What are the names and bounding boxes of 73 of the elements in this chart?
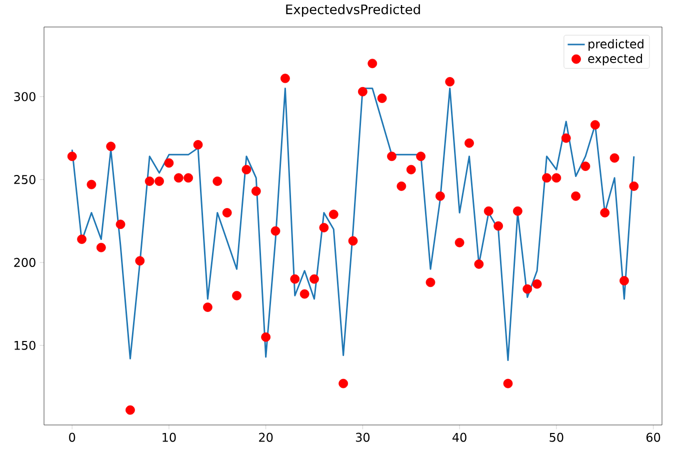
- point: [629, 181, 639, 191]
- x-tick-label: 20: [259, 432, 273, 442]
- point: [116, 220, 126, 230]
- point: [106, 142, 116, 152]
- point: [542, 173, 552, 183]
- point: [387, 152, 396, 162]
- point: [561, 133, 571, 143]
- point: [348, 236, 358, 246]
- point: [494, 221, 503, 231]
- point: [319, 222, 329, 232]
- point: [67, 152, 77, 162]
- point: [512, 206, 522, 216]
- x-tick-label: 50: [550, 432, 564, 442]
- legend-label: expected: [588, 54, 642, 66]
- point: [203, 302, 212, 312]
- point: [300, 289, 310, 299]
- point: [290, 274, 300, 284]
- point: [358, 86, 368, 96]
- point: [222, 208, 232, 218]
- x-tick-label: 10: [162, 432, 176, 442]
- point: [270, 226, 280, 236]
- y-tick-label: 150: [14, 340, 36, 350]
- point: [368, 58, 378, 68]
- point: [474, 259, 484, 269]
- y-tick-label: 300: [14, 92, 36, 102]
- point: [261, 332, 271, 342]
- point: [484, 206, 494, 216]
- point: [96, 242, 106, 252]
- point: [184, 173, 194, 183]
- point: [532, 279, 542, 289]
- point: [338, 378, 348, 388]
- point: [86, 180, 96, 190]
- x-tick-label: 30: [356, 432, 370, 442]
- point: [620, 276, 629, 286]
- point: [426, 278, 436, 288]
- point: [590, 120, 600, 130]
- point: [464, 138, 474, 148]
- point: [503, 378, 513, 388]
- point: [144, 176, 154, 186]
- point: [242, 164, 252, 174]
- y-tick-label: 200: [14, 258, 36, 268]
- point: [435, 191, 445, 201]
- point: [164, 158, 174, 168]
- point: [212, 176, 222, 186]
- point: [193, 140, 203, 150]
- point: [232, 290, 242, 300]
- x-tick-label: 60: [646, 432, 660, 442]
- chart-title: ExpectedvsPredicted: [286, 4, 420, 17]
- point: [552, 173, 562, 183]
- point: [310, 274, 319, 284]
- x-tick-label: 40: [452, 432, 466, 442]
- point: [454, 238, 464, 248]
- y-tick-label: 250: [14, 175, 36, 184]
- point: [406, 164, 416, 174]
- point: [377, 94, 387, 103]
- point: [77, 234, 86, 244]
- point: [580, 162, 590, 171]
- point: [610, 153, 620, 163]
- point: [600, 208, 610, 218]
- point: [174, 173, 184, 183]
- point: [328, 210, 338, 220]
- point: [522, 284, 532, 294]
- point: [126, 405, 135, 415]
- x-tick-label: 0: [69, 432, 76, 442]
- point: [135, 256, 145, 266]
- point: [396, 181, 406, 191]
- point: [571, 191, 580, 201]
- legend-label: predicted: [588, 39, 644, 51]
- point: [251, 186, 261, 196]
- point: [416, 152, 426, 162]
- point: [445, 77, 455, 86]
- point: [154, 176, 164, 186]
- point: [280, 74, 290, 84]
